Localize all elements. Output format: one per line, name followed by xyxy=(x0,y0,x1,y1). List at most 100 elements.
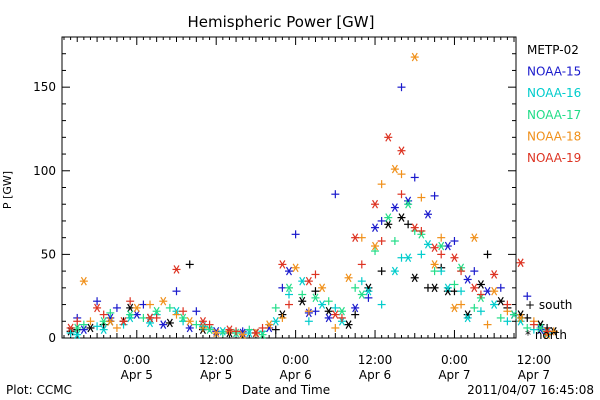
south-marker xyxy=(291,230,300,239)
x-axis-label: Date and Time xyxy=(242,383,330,397)
north-marker xyxy=(423,209,432,219)
north-marker xyxy=(430,243,439,253)
legend-entry: NOAA-18 xyxy=(527,129,581,143)
north-marker xyxy=(476,280,485,289)
north-marker xyxy=(172,265,181,274)
south-marker xyxy=(457,287,466,296)
x-tick-label-time: 12:00 xyxy=(517,353,552,367)
north-marker xyxy=(390,164,399,174)
north-marker xyxy=(291,263,300,273)
north-marker xyxy=(384,213,393,222)
x-tick-label-date: Apr 6 xyxy=(359,368,391,382)
north-marker xyxy=(198,316,207,326)
north-marker xyxy=(165,318,174,328)
north-marker xyxy=(371,241,380,251)
north-marker xyxy=(397,146,406,156)
north-marker xyxy=(410,52,419,62)
north-marker xyxy=(470,283,479,293)
y-tick-label: 100 xyxy=(33,164,56,178)
north-marker xyxy=(351,233,360,242)
north-marker xyxy=(331,310,340,319)
south-marker xyxy=(430,191,439,200)
north-marker xyxy=(357,290,366,299)
north-marker xyxy=(463,275,472,284)
north-marker xyxy=(311,293,320,303)
north-marker xyxy=(119,316,128,326)
footer-credit: Plot: CCMC xyxy=(6,383,72,397)
north-marker xyxy=(79,325,88,334)
south-marker xyxy=(278,313,287,322)
north-marker xyxy=(146,313,155,323)
south-marker xyxy=(93,322,102,331)
south-marker xyxy=(377,300,386,309)
south-marker xyxy=(470,267,479,276)
legend-entry: NOAA-17 xyxy=(527,108,581,122)
south-marker xyxy=(185,260,194,269)
south-marker xyxy=(430,267,439,276)
north-marker xyxy=(443,283,452,293)
south-marker xyxy=(172,310,181,319)
x-tick-label-date: Apr 7 xyxy=(438,368,470,382)
north-marker xyxy=(410,273,419,283)
x-tick-label-date: Apr 5 xyxy=(121,368,153,382)
north-marker xyxy=(543,326,552,336)
north-marker xyxy=(344,273,353,283)
south-marker xyxy=(417,226,426,235)
legend-entry: NOAA-19 xyxy=(527,151,581,165)
south-marker xyxy=(93,297,102,306)
south-marker xyxy=(377,180,386,189)
north-marker xyxy=(364,286,373,296)
south-marker xyxy=(126,297,135,306)
north-marker xyxy=(510,310,519,319)
south-marker xyxy=(73,317,82,326)
marker-legend: + south * north xyxy=(525,298,572,342)
x-tick-label-time: 0:00 xyxy=(123,353,150,367)
south-marker xyxy=(311,287,320,296)
marker-legend-entry: + south xyxy=(525,298,572,312)
north-marker xyxy=(337,306,346,316)
south-marker xyxy=(503,317,512,326)
south-marker xyxy=(371,247,380,256)
north-marker xyxy=(225,325,234,334)
south-marker xyxy=(205,320,214,329)
south-marker xyxy=(483,250,492,259)
south-marker xyxy=(285,300,293,309)
north-marker xyxy=(251,328,260,338)
south-marker xyxy=(397,83,406,92)
south-marker xyxy=(232,327,241,336)
south-marker xyxy=(470,303,479,312)
north-marker xyxy=(185,316,194,326)
south-marker xyxy=(437,250,446,259)
south-marker xyxy=(503,300,512,309)
y-axis-label: P [GW] xyxy=(1,171,14,209)
north-marker xyxy=(490,286,499,296)
north-marker xyxy=(496,296,505,306)
south-marker xyxy=(457,300,466,309)
south-marker xyxy=(404,220,413,229)
south-marker xyxy=(377,267,386,276)
footer-timestamp: 2011/04/07 16:45:08 xyxy=(467,383,594,397)
north-marker xyxy=(304,276,313,286)
x-tick-label-date: Apr 6 xyxy=(280,368,312,382)
x-tick-label-time: 12:00 xyxy=(199,353,234,367)
south-marker xyxy=(331,190,340,199)
chart-title: Hemispheric Power [GW] xyxy=(188,13,375,31)
north-marker xyxy=(285,283,293,293)
south-marker xyxy=(337,313,346,322)
north-marker xyxy=(470,233,479,242)
north-marker xyxy=(238,330,247,339)
south-marker xyxy=(357,260,366,269)
south-marker xyxy=(523,323,532,332)
south-marker xyxy=(331,303,340,312)
south-marker xyxy=(503,307,512,316)
legend-entry: NOAA-16 xyxy=(527,86,581,100)
south-marker xyxy=(304,317,313,326)
south-marker xyxy=(165,303,174,312)
north-marker xyxy=(351,303,360,313)
north-marker xyxy=(324,313,333,323)
north-marker xyxy=(179,313,188,323)
north-marker xyxy=(79,276,88,286)
south-marker xyxy=(192,320,201,329)
north-marker xyxy=(423,240,432,249)
south-marker xyxy=(106,308,115,317)
